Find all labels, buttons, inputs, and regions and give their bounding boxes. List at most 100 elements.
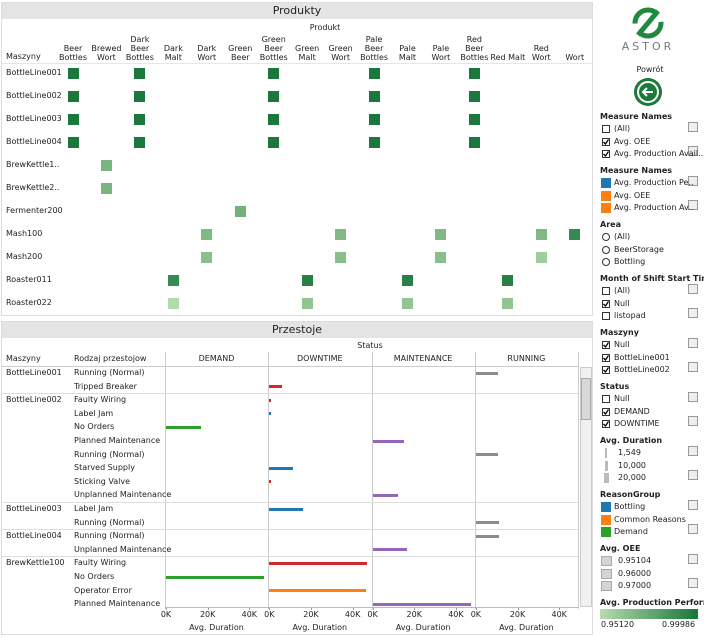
bar <box>372 439 404 443</box>
checkbox[interactable] <box>602 420 610 428</box>
filter-title: Avg. Duration <box>600 436 663 445</box>
heat-cell <box>402 274 413 286</box>
filter-scroll-up[interactable] <box>688 122 698 132</box>
check-mark <box>603 367 609 373</box>
legend-item: Demand <box>614 527 648 536</box>
row-header: Maszyny <box>6 52 41 61</box>
checkbox[interactable] <box>602 287 610 295</box>
checkbox[interactable] <box>602 366 610 374</box>
heat-cell <box>535 228 547 240</box>
reason-label: Planned Maintenance <box>74 599 161 609</box>
x-tick-label: 20K <box>406 610 422 619</box>
filter-title: Measure Names <box>600 166 673 175</box>
checkbox[interactable] <box>602 299 610 308</box>
check-mark <box>603 421 609 427</box>
legend-item: 0.96000 <box>618 568 652 578</box>
products-title: Produkty <box>2 3 592 19</box>
column-divider <box>371 352 373 609</box>
x-axis-label: Avg. Duration <box>189 623 244 632</box>
column-label: Dark Wort <box>197 44 217 62</box>
filter-title: Month of Shift Start Time <box>600 274 704 283</box>
heat-cell <box>201 228 213 240</box>
filter-scroll-up[interactable] <box>688 446 698 456</box>
heat-cell <box>435 251 447 263</box>
filter-scroll-up[interactable] <box>688 392 698 402</box>
checkbox[interactable] <box>602 407 610 416</box>
filter-scroll-down[interactable] <box>688 578 698 588</box>
heat-cell <box>301 297 313 309</box>
table-scroll-thumb[interactable] <box>581 378 591 420</box>
row-label: BottleLine004 <box>6 137 62 146</box>
heat-cell <box>134 67 146 79</box>
group-line <box>2 529 578 531</box>
row-header: Maszyny <box>6 354 41 363</box>
x-tick <box>269 607 271 610</box>
checkbox[interactable] <box>602 150 610 158</box>
check-path <box>603 408 609 415</box>
checkbox[interactable] <box>602 137 610 146</box>
x-tick-label: 0K <box>470 610 482 619</box>
radio[interactable] <box>602 258 610 266</box>
filter-item: Null <box>614 340 630 349</box>
column-label: Red Malt <box>490 53 526 62</box>
filter-scroll-up[interactable] <box>688 554 698 564</box>
color-swatch <box>601 203 611 213</box>
checkbox[interactable] <box>602 341 610 349</box>
filter-scroll-down[interactable] <box>688 524 698 534</box>
column-label: Green Wort <box>328 44 353 62</box>
filter-item: BeerStorage <box>614 244 664 254</box>
heat-cell <box>100 182 112 194</box>
filter-scroll-down[interactable] <box>688 362 698 372</box>
column-label: Red Wort <box>531 44 551 62</box>
filter-scroll-down[interactable] <box>688 470 698 480</box>
filter-scroll-up[interactable] <box>688 500 698 510</box>
filter-scroll-down[interactable] <box>688 200 698 210</box>
checkbox[interactable] <box>602 125 610 133</box>
group-line <box>2 393 578 395</box>
radio[interactable] <box>602 233 610 241</box>
products-panel <box>1 2 593 316</box>
back-button[interactable] <box>633 77 663 107</box>
checkbox[interactable] <box>602 312 610 320</box>
column-label: Wort <box>565 53 585 62</box>
filter-item: (All) <box>614 286 631 295</box>
reason-label: Running (Normal) <box>74 517 145 527</box>
row-label: BrewKettle2.. <box>6 183 60 192</box>
color-swatch <box>601 502 611 512</box>
x-tick-label: 20K <box>199 610 216 619</box>
legend-max: 0.99986 <box>662 620 696 629</box>
check-path <box>603 367 609 373</box>
column-label: Green Beer <box>228 44 253 62</box>
check-path <box>603 300 609 307</box>
x-axis-label: Avg. Duration <box>395 623 451 632</box>
row-label: Roaster011 <box>6 275 52 284</box>
heat-cell <box>167 297 179 309</box>
heat-cell <box>368 90 380 102</box>
machine-label: BottleLine003 <box>6 504 62 513</box>
filter-item: Avg. Production Avail.. <box>614 149 704 158</box>
filter-scroll-down[interactable] <box>688 416 698 426</box>
legend-item: Common Reasons <box>614 514 686 524</box>
checkbox[interactable] <box>602 353 610 362</box>
table-scrollbar[interactable] <box>580 367 592 607</box>
heat-cell <box>535 251 547 263</box>
filter-scroll-up[interactable] <box>688 176 698 186</box>
color-swatch <box>601 527 611 537</box>
filter-scroll-down[interactable] <box>688 308 698 318</box>
back-label: Powrót <box>636 65 664 74</box>
filter-scroll-up[interactable] <box>688 284 698 294</box>
machine-label: BrewKettle100 <box>6 558 65 568</box>
group-line <box>2 556 578 558</box>
checkbox[interactable] <box>602 395 610 403</box>
heat-cell <box>468 113 480 125</box>
filter-scroll-up[interactable] <box>688 338 698 348</box>
filter-scroll-down[interactable] <box>688 146 698 156</box>
x-tick <box>166 607 167 610</box>
color-swatch <box>601 514 611 525</box>
filter-item: Bottling <box>614 257 646 266</box>
legend-item: 10,000 <box>618 460 646 470</box>
radio[interactable] <box>602 245 610 254</box>
legend-item: Bottling <box>614 502 646 511</box>
filter-item: BottleLine001 <box>614 352 670 362</box>
